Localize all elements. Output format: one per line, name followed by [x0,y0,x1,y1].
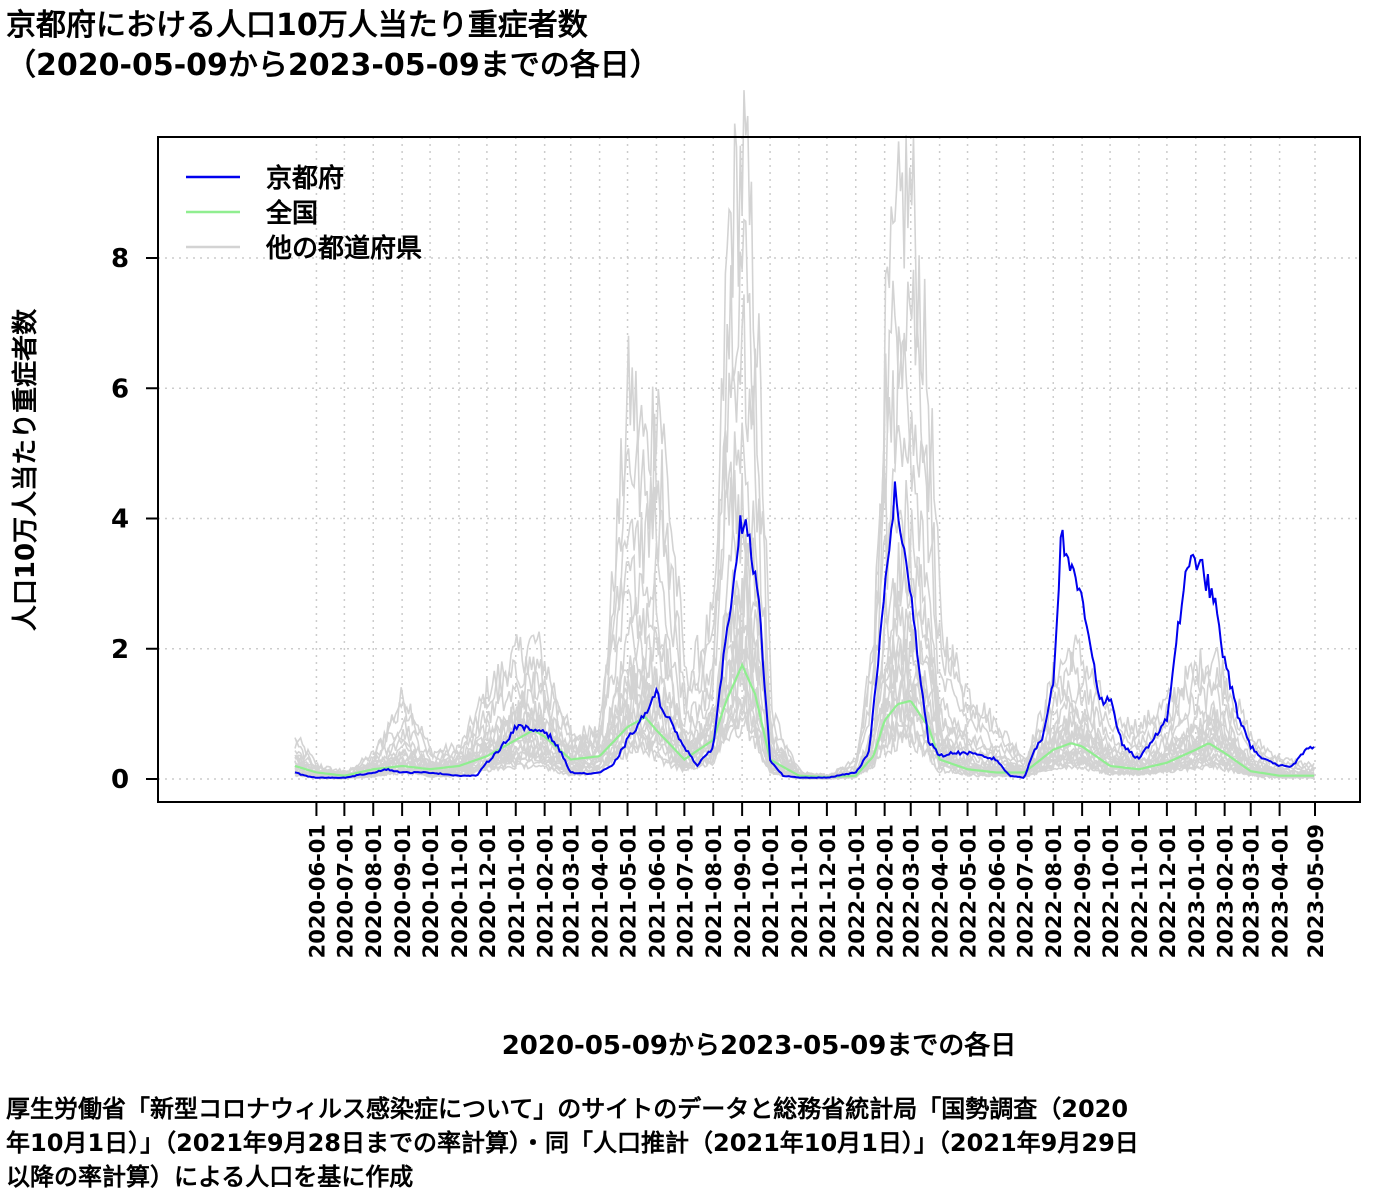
x-tick-label: 2022-02-01 [874,824,898,958]
x-tick-label: 2021-11-01 [788,824,812,958]
y-tick-label: 8 [111,244,129,274]
x-tick-label: 2023-02-01 [1214,824,1238,958]
x-tick-label: 2020-08-01 [362,824,386,958]
x-tick-label: 2021-08-01 [702,824,726,958]
x-tick-label: 2021-04-01 [589,824,613,958]
main-series [294,481,1315,779]
x-tick-label: 2021-03-01 [560,824,584,958]
x-tick-label: 2021-02-01 [534,824,558,958]
x-tick-label: 2023-01-01 [1185,824,1209,958]
x-tick-label: 2022-05-01 [957,824,981,958]
y-axis: 0 2 4 6 8 [111,244,158,795]
x-axis-label: 2020-05-09から2023-05-09までの各日 [502,1030,1017,1061]
x-tick-label: 2021-09-01 [731,824,755,958]
x-tick-label: 2023-05-09 [1304,824,1328,958]
title-line-1: 京都府における人口10万人当たり重症者数 [6,8,588,43]
x-tick-label: 2020-12-01 [476,824,500,958]
legend-label: 全国 [265,198,318,229]
x-tick-label: 2022-07-01 [1013,824,1037,958]
x-tick-label: 2021-01-01 [505,824,529,958]
x-tick-label: 2021-12-01 [816,824,840,958]
x-tick-label: 2021-06-01 [645,824,669,958]
x-tick-label: 2022-10-01 [1099,824,1123,958]
x-tick-label: 2022-09-01 [1071,824,1095,958]
x-tick-label: 2020-07-01 [333,824,357,958]
source-note-line-3: 以降の率計算）による人口を基に作成 [6,1163,414,1191]
source-note: 厚生労働省「新型コロナウィルス感染症について」のサイトのデータと総務省統計局「国… [6,1092,1396,1194]
y-axis-label: 人口10万人当たり重症者数 [10,308,41,631]
chart-title: 京都府における人口10万人当たり重症者数 （2020-05-09から2023-0… [6,6,660,86]
x-tick-label: 2021-10-01 [759,824,783,958]
x-tick-label: 2020-11-01 [448,824,472,958]
plot-frame [157,136,1361,803]
title-line-2: （2020-05-09から2023-05-09までの各日） [6,48,660,83]
x-tick-label: 2022-12-01 [1156,824,1180,958]
y-tick-label: 0 [111,765,129,795]
x-tick-label: 2023-04-01 [1269,824,1293,958]
series-line-national [294,662,1315,779]
other-prefecture-line [294,636,1315,780]
x-tick-label: 2023-03-01 [1240,824,1264,958]
y-tick-label: 4 [111,505,129,535]
legend-label: 京都府 [266,163,344,194]
source-note-line-2: 年10月1日）」（2021年9月28日までの率計算）・同「人口推計（2021年1… [6,1129,1139,1157]
x-tick-label: 2022-08-01 [1042,824,1066,958]
x-tick-label: 2022-06-01 [985,824,1009,958]
x-tick-label: 2022-11-01 [1128,824,1152,958]
x-tick-label: 2022-04-01 [929,824,953,958]
x-axis: 2020-06-01 2020-07-01 2020-08-01 2020-09-01… [305,802,1328,958]
y-tick-label: 2 [111,635,129,665]
legend-label: 他の都道府県 [265,233,422,264]
y-tick-label: 6 [111,374,129,404]
x-tick-label: 2020-06-01 [305,824,329,958]
x-tick-label: 2021-05-01 [617,824,641,958]
x-tick-label: 2020-09-01 [391,824,415,958]
x-tick-label: 2020-10-01 [419,824,443,958]
x-tick-label: 2022-03-01 [900,824,924,958]
x-tick-label: 2021-07-01 [673,824,697,958]
series-line-kyoto [294,481,1315,779]
x-tick-label: 2022-01-01 [845,824,869,958]
source-note-line-1: 厚生労働省「新型コロナウィルス感染症について」のサイトのデータと総務省統計局「国… [6,1095,1129,1123]
